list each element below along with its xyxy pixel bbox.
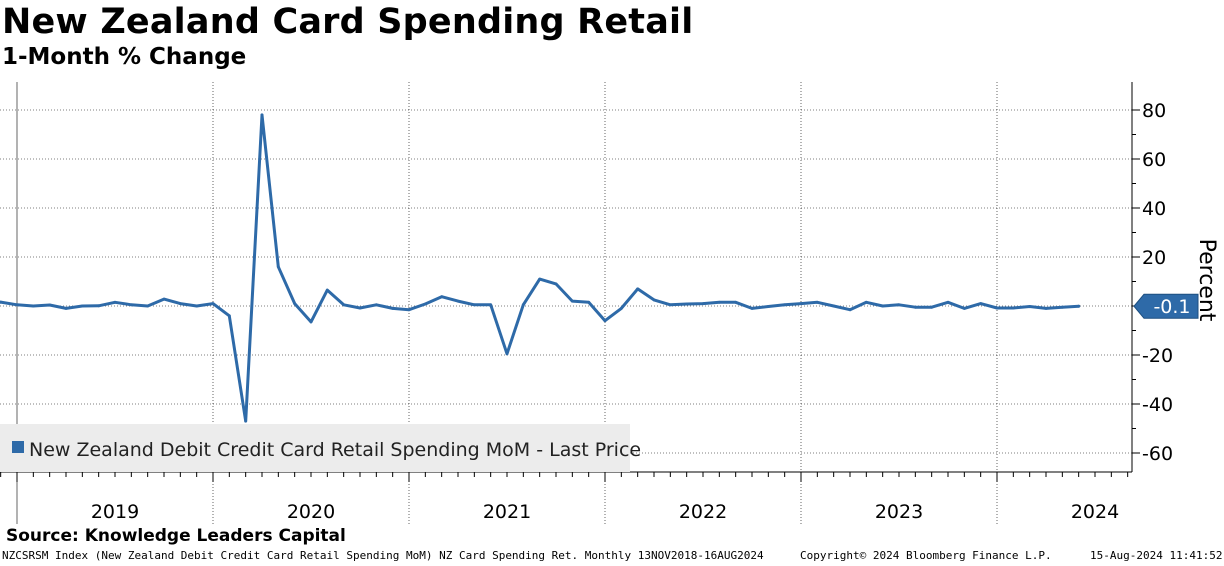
data-point <box>374 303 378 307</box>
legend-box <box>0 424 630 472</box>
y-tick-label: -40 <box>1142 394 1173 416</box>
data-point <box>995 306 999 310</box>
data-point <box>440 295 444 299</box>
x-year-label: 2022 <box>679 501 727 523</box>
data-point <box>1044 307 1048 310</box>
data-point <box>456 299 460 303</box>
data-point <box>260 113 264 117</box>
data-point <box>391 307 395 310</box>
data-point <box>489 303 493 307</box>
data-point <box>913 305 917 309</box>
data-point <box>1011 306 1015 310</box>
source-note: Source: Knowledge Leaders Capital <box>6 526 346 546</box>
x-year-label: 2020 <box>287 501 335 523</box>
data-point <box>897 303 901 307</box>
data-point <box>48 303 52 307</box>
plot-area <box>0 82 1132 472</box>
data-point <box>701 302 705 305</box>
data-point <box>668 303 672 307</box>
data-point <box>325 288 329 292</box>
x-year-label: 2021 <box>483 501 531 523</box>
data-point <box>685 302 689 306</box>
data-point <box>80 304 84 308</box>
y-tick-label: 60 <box>1142 149 1166 171</box>
data-point <box>244 419 248 423</box>
ticker-info: NZCSRSM Index (New Zealand Debit Credit … <box>2 549 764 562</box>
data-point <box>750 307 754 310</box>
data-point <box>570 299 574 303</box>
data-point <box>930 305 934 309</box>
data-point <box>799 302 803 305</box>
y-tick-label: 40 <box>1142 198 1166 220</box>
y-tick-label: 20 <box>1142 247 1166 269</box>
legend-swatch <box>12 441 24 453</box>
data-point <box>521 303 525 307</box>
data-point <box>815 300 819 304</box>
data-point <box>652 298 656 302</box>
data-point <box>1028 305 1032 308</box>
data-point <box>472 303 476 307</box>
data-point <box>717 300 721 304</box>
data-point <box>848 308 852 312</box>
data-point <box>832 304 836 308</box>
data-point <box>962 307 966 310</box>
data-point <box>554 282 558 286</box>
data-point <box>113 300 117 304</box>
data-point <box>342 303 346 307</box>
data-point <box>178 302 182 305</box>
data-point <box>211 302 215 305</box>
data-point <box>603 319 607 323</box>
data-point <box>538 277 542 281</box>
data-point <box>31 304 35 308</box>
data-point <box>407 308 411 312</box>
y-tick-label: -20 <box>1142 345 1173 367</box>
x-year-label: 2024 <box>1071 501 1119 523</box>
data-point <box>15 303 19 307</box>
chart-title: New Zealand Card Spending Retail <box>2 2 694 42</box>
y-tick-label: -60 <box>1142 443 1173 465</box>
data-point <box>636 287 640 291</box>
data-point <box>734 300 738 304</box>
x-year-label: 2019 <box>91 501 139 523</box>
copyright-note: Copyright© 2024 Bloomberg Finance L.P. <box>800 549 1052 562</box>
data-point <box>864 300 868 304</box>
data-point <box>0 300 3 304</box>
data-point <box>358 306 362 310</box>
data-point <box>1077 304 1081 308</box>
data-point <box>309 320 313 324</box>
data-point <box>979 302 983 305</box>
timestamp: 15-Aug-2024 11:41:52 <box>1090 549 1223 562</box>
data-point <box>783 303 787 307</box>
data-point <box>97 304 101 308</box>
data-point <box>619 307 623 310</box>
data-point <box>64 307 68 310</box>
y-tick-label: 80 <box>1142 100 1166 122</box>
last-value-label: -0.1 <box>1153 296 1190 318</box>
data-point <box>276 265 280 269</box>
last-value-badge <box>1133 293 1199 319</box>
data-point <box>146 304 150 308</box>
data-point <box>1060 305 1064 309</box>
data-point <box>505 352 509 356</box>
data-point <box>227 314 231 318</box>
legend-label: New Zealand Debit Credit Card Retail Spe… <box>29 439 641 461</box>
data-point <box>766 305 770 308</box>
data-point <box>293 302 297 305</box>
data-point <box>195 304 199 308</box>
data-point <box>881 304 885 308</box>
data-point <box>162 297 166 301</box>
data-point <box>946 300 950 304</box>
data-point <box>423 302 427 306</box>
data-point <box>129 303 133 307</box>
data-point <box>587 300 591 304</box>
chart-subtitle: 1-Month % Change <box>2 44 247 70</box>
x-year-label: 2023 <box>875 501 923 523</box>
